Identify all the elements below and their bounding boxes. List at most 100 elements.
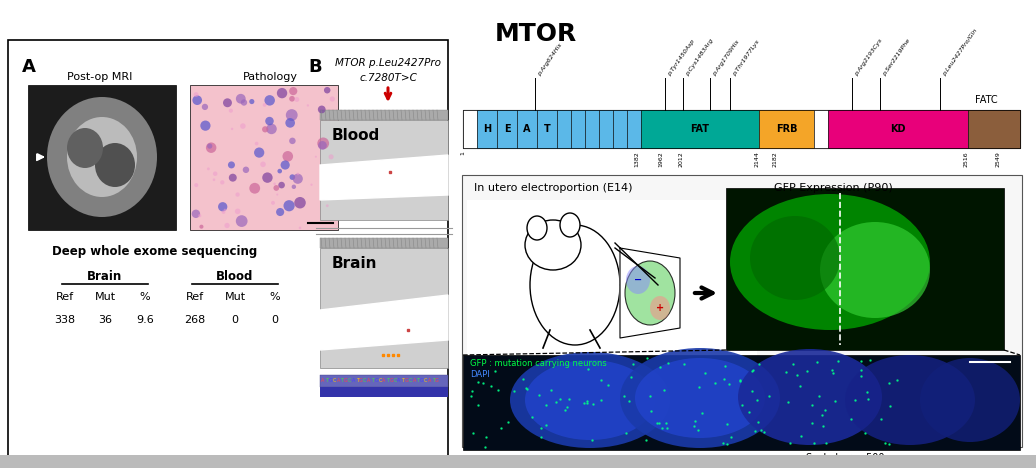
Bar — [537, 110, 557, 148]
Polygon shape — [620, 248, 680, 338]
Text: 268: 268 — [184, 315, 205, 325]
Ellipse shape — [318, 106, 325, 113]
Ellipse shape — [240, 99, 248, 106]
Ellipse shape — [276, 208, 284, 216]
Ellipse shape — [212, 178, 215, 181]
Ellipse shape — [293, 174, 303, 184]
Text: C: C — [378, 378, 381, 383]
Ellipse shape — [750, 216, 840, 300]
Text: 2144: 2144 — [754, 151, 759, 167]
Text: C: C — [333, 378, 336, 383]
Bar — [320, 387, 448, 397]
Ellipse shape — [206, 142, 217, 153]
Ellipse shape — [195, 183, 198, 187]
Text: 0: 0 — [231, 315, 238, 325]
Bar — [477, 110, 497, 148]
Bar — [190, 85, 338, 230]
Text: c.7280T>C: c.7280T>C — [359, 73, 416, 83]
Ellipse shape — [289, 96, 295, 102]
Bar — [28, 85, 176, 230]
Text: p.Arg624His: p.Arg624His — [537, 43, 564, 77]
Text: A: A — [321, 378, 324, 383]
Bar — [627, 110, 641, 148]
Ellipse shape — [626, 266, 650, 294]
Ellipse shape — [254, 147, 264, 158]
Text: Ref: Ref — [185, 292, 204, 302]
Text: 1382: 1382 — [634, 151, 639, 167]
Text: G: G — [420, 378, 424, 383]
Text: C: C — [348, 378, 351, 383]
Bar — [320, 120, 448, 220]
Text: A: A — [367, 378, 370, 383]
Ellipse shape — [198, 214, 201, 217]
Ellipse shape — [95, 143, 135, 187]
Text: 9.6: 9.6 — [136, 315, 154, 325]
Text: T: T — [544, 124, 550, 134]
Text: G: G — [359, 378, 363, 383]
Ellipse shape — [225, 223, 230, 228]
Ellipse shape — [525, 220, 581, 270]
Text: G: G — [390, 378, 394, 383]
Ellipse shape — [274, 183, 276, 185]
Text: %: % — [140, 292, 150, 302]
Bar — [320, 375, 448, 387]
Text: C: C — [363, 378, 367, 383]
Bar — [463, 110, 477, 148]
Text: DAPI: DAPI — [470, 370, 490, 379]
Ellipse shape — [635, 358, 765, 438]
Ellipse shape — [315, 156, 317, 158]
Bar — [0, 455, 1036, 468]
Ellipse shape — [560, 213, 580, 237]
Ellipse shape — [527, 216, 547, 240]
Ellipse shape — [294, 97, 299, 102]
Text: T: T — [401, 378, 404, 383]
Ellipse shape — [279, 182, 285, 189]
Ellipse shape — [311, 183, 313, 186]
Ellipse shape — [326, 205, 328, 207]
Text: 2012: 2012 — [679, 151, 684, 167]
Ellipse shape — [284, 200, 294, 212]
Ellipse shape — [278, 169, 282, 174]
Bar — [571, 110, 585, 148]
Ellipse shape — [262, 172, 272, 183]
Bar — [726, 188, 1004, 350]
Text: G: G — [435, 378, 439, 383]
Text: ▶: ▶ — [36, 152, 44, 162]
Ellipse shape — [218, 202, 227, 212]
Ellipse shape — [286, 109, 297, 121]
Text: 2182: 2182 — [773, 151, 777, 167]
Bar — [320, 238, 448, 248]
Ellipse shape — [845, 355, 975, 445]
Text: GFP : mutation carrying neurons: GFP : mutation carrying neurons — [470, 359, 607, 368]
Text: KD: KD — [890, 124, 905, 134]
Ellipse shape — [235, 209, 240, 214]
Bar — [463, 110, 1020, 148]
Ellipse shape — [821, 222, 930, 318]
Ellipse shape — [260, 161, 266, 167]
Ellipse shape — [199, 225, 203, 229]
Polygon shape — [320, 295, 448, 350]
Text: 2549: 2549 — [996, 151, 1001, 167]
Text: p.Tyr1450Asp: p.Tyr1450Asp — [667, 39, 696, 77]
Ellipse shape — [277, 88, 287, 98]
Ellipse shape — [264, 95, 275, 106]
Text: 0: 0 — [271, 315, 279, 325]
Ellipse shape — [530, 225, 620, 345]
Text: Deep whole exome sequencing: Deep whole exome sequencing — [53, 245, 258, 258]
Ellipse shape — [738, 349, 882, 445]
Ellipse shape — [281, 161, 290, 169]
Text: 338: 338 — [55, 315, 76, 325]
Text: C: C — [394, 378, 397, 383]
Bar — [599, 110, 613, 148]
Text: +: + — [656, 303, 664, 313]
Text: A: A — [382, 378, 385, 383]
Text: T: T — [325, 378, 328, 383]
Bar — [968, 110, 1020, 148]
Text: p.Leu2427Pro/Gln: p.Leu2427Pro/Gln — [942, 28, 978, 77]
Bar — [557, 110, 571, 148]
Ellipse shape — [292, 184, 296, 189]
Text: A: A — [398, 378, 401, 383]
Text: A: A — [523, 124, 530, 134]
Ellipse shape — [289, 87, 297, 95]
Ellipse shape — [213, 171, 218, 176]
